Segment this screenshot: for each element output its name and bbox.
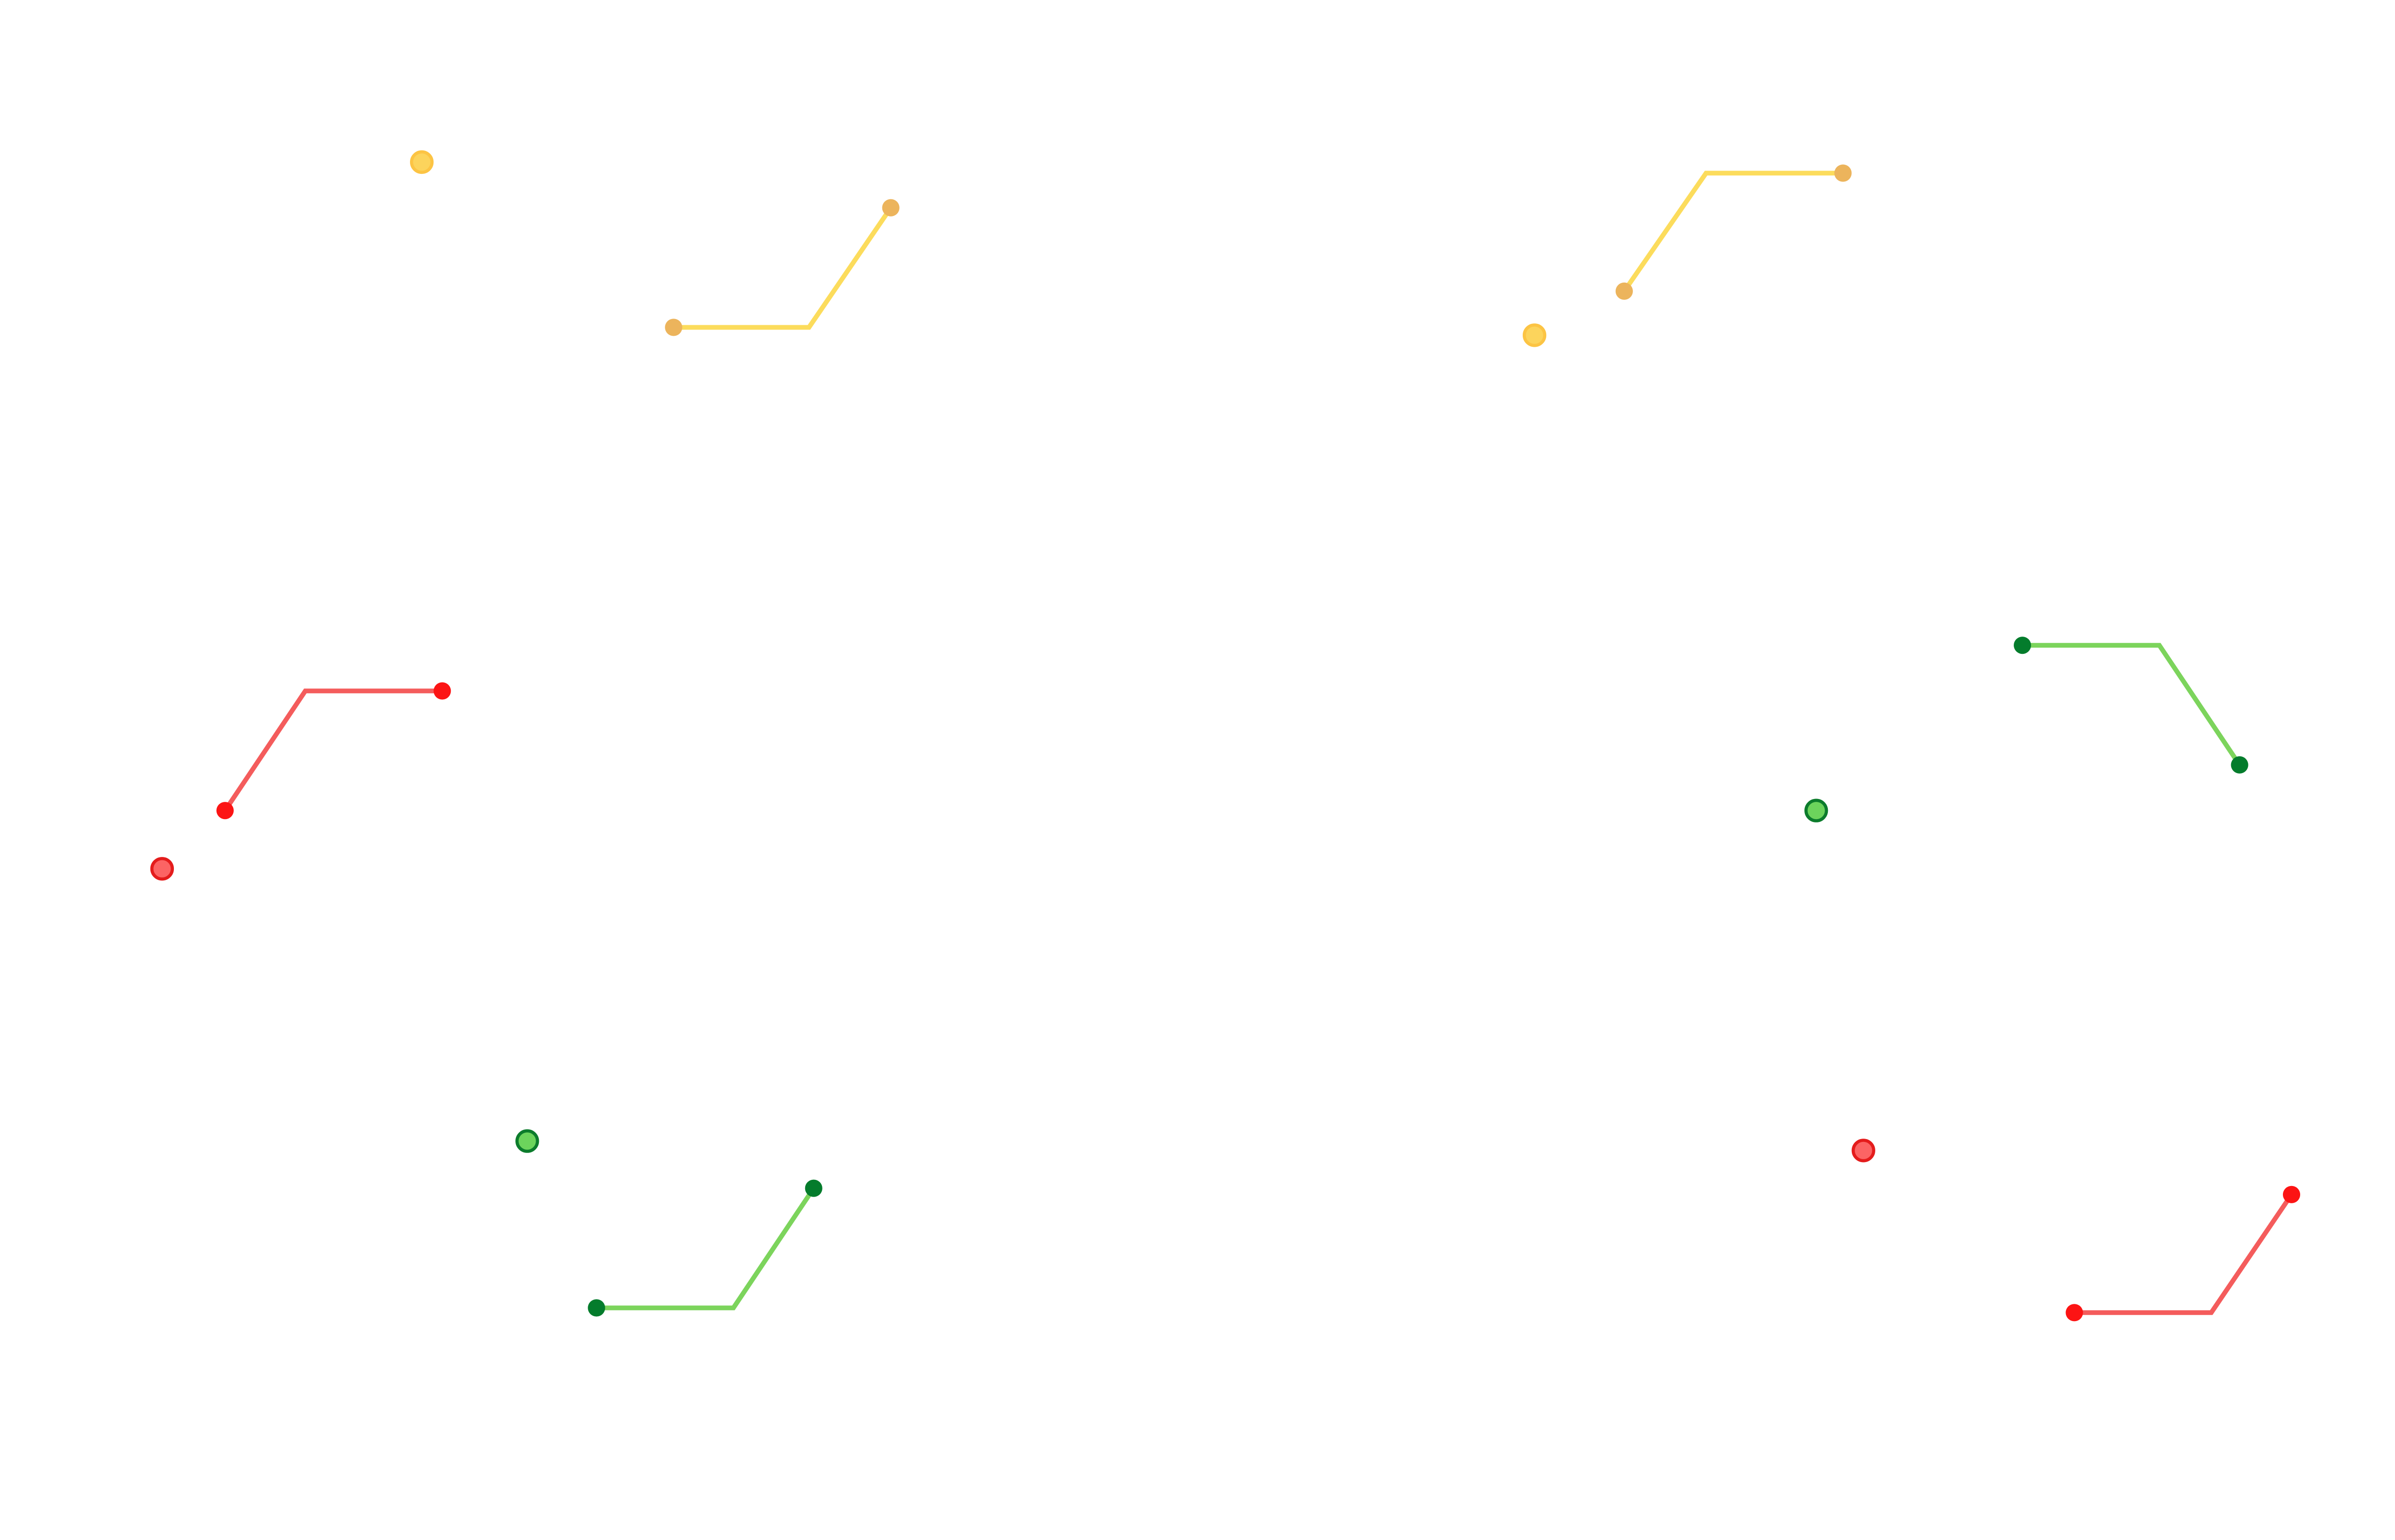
red-marker-dot xyxy=(1851,1139,1875,1163)
yellow-end-node xyxy=(1834,164,1852,182)
green-polyline xyxy=(596,1186,816,1311)
group-red-bottom-right xyxy=(1851,1139,2301,1322)
yellow-start-node xyxy=(665,319,683,336)
yellow-marker-dot xyxy=(1522,323,1547,347)
group-green-bottom-left xyxy=(515,1129,822,1317)
yellow-start-node xyxy=(1615,282,1633,300)
red-start-node xyxy=(216,802,234,820)
red-polyline xyxy=(223,688,443,812)
green-marker-dot xyxy=(1804,799,1828,822)
red-marker-dot xyxy=(150,857,174,881)
green-marker-dot xyxy=(515,1129,539,1153)
group-red-middle-left xyxy=(150,682,451,881)
group-yellow-top-right xyxy=(1522,164,1852,347)
green-start-node xyxy=(2014,637,2031,654)
green-polyline xyxy=(2022,643,2242,766)
yellow-marker-dot xyxy=(410,150,434,174)
red-polyline xyxy=(2074,1193,2294,1315)
red-end-node xyxy=(2282,1186,2301,1203)
yellow-polyline xyxy=(1622,171,1843,293)
yellow-polyline xyxy=(673,206,893,330)
green-end-node xyxy=(2231,756,2248,774)
group-green-middle-right xyxy=(1804,637,2248,822)
green-start-node xyxy=(588,1299,605,1317)
green-end-node xyxy=(805,1179,822,1197)
red-end-node xyxy=(433,682,451,700)
yellow-end-node xyxy=(882,199,900,217)
group-yellow-top-left xyxy=(410,150,900,336)
red-start-node xyxy=(2065,1304,2083,1322)
